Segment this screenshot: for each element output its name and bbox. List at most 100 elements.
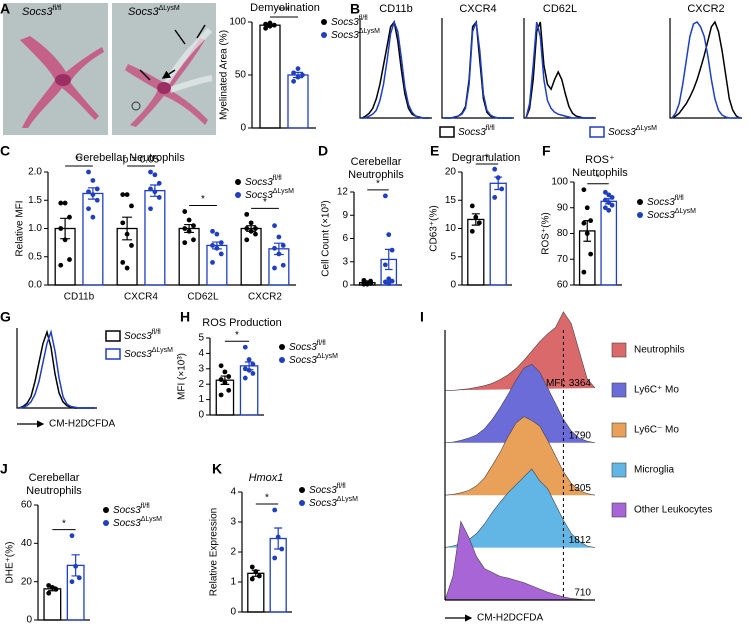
data-point	[86, 169, 91, 175]
data-point	[495, 175, 501, 181]
data-point	[191, 237, 196, 243]
legend-label-name: Socs3	[309, 498, 337, 509]
legend-marker	[299, 500, 305, 506]
data-point	[182, 240, 188, 246]
legend-label-name: Socs3	[289, 342, 317, 353]
data-point	[246, 367, 252, 373]
y-tick-label: 10	[445, 223, 457, 234]
y-tick-label: 0.5	[28, 251, 42, 262]
data-point	[90, 214, 96, 220]
data-point	[250, 371, 256, 376]
panel-letter: J	[0, 461, 8, 477]
legend-marker	[321, 19, 327, 25]
legend-label-name: Socs3	[124, 331, 152, 342]
histogram-curve	[444, 21, 512, 119]
y-tick-label: 2	[230, 547, 236, 558]
y-tick-label: 2.0	[28, 167, 42, 178]
y-tick-label: 70	[557, 254, 569, 265]
y-axis-label: Myelinated Area (%)	[219, 30, 230, 120]
data-point	[606, 207, 612, 213]
legend-marker	[105, 330, 121, 342]
data-point	[226, 374, 232, 379]
y-tick-label: 100	[551, 177, 568, 188]
y-tick-label: 12	[337, 187, 349, 198]
mfi-label: 710	[574, 588, 591, 599]
chart-title: Hmox1	[249, 472, 284, 484]
legend-label: Socs3fl/fl	[245, 175, 282, 188]
mfi-label: MFI: 3364	[546, 378, 591, 389]
legend-label-sup: fl/fl	[141, 503, 150, 510]
legend-label-sup: ΔLysM	[152, 347, 173, 354]
data-point	[244, 226, 250, 231]
data-point	[182, 209, 188, 214]
legend-label: Socs3ΔLysM	[608, 125, 657, 138]
image-label: Socs3fl/fl	[22, 5, 62, 18]
data-point	[242, 375, 248, 381]
histogram-curve	[671, 21, 740, 119]
legend-label: Socs3fl/fl	[309, 483, 346, 496]
y-tick-label: 9	[342, 210, 348, 221]
data-point	[606, 200, 612, 206]
y-tick-label: 90	[557, 202, 569, 213]
data-point	[588, 218, 594, 224]
x-tick-label: CD11b	[64, 292, 95, 303]
legend-label-sup: fl/fl	[152, 329, 161, 336]
data-point	[263, 25, 268, 31]
legend-label-name: Socs3	[289, 355, 317, 366]
data-point	[186, 228, 192, 234]
data-point	[249, 576, 255, 582]
image-label-sup: ΔLysM	[159, 5, 180, 12]
data-point	[272, 22, 277, 28]
data-point	[244, 211, 250, 217]
bar	[467, 218, 485, 286]
data-point	[120, 220, 126, 226]
data-point	[602, 205, 608, 211]
significance-label: *	[596, 172, 600, 183]
legend-label: Other Leukocytes	[634, 505, 712, 516]
data-point	[469, 228, 475, 234]
legend-marker	[439, 126, 455, 138]
data-point	[69, 533, 75, 539]
data-point	[62, 237, 68, 243]
data-point	[499, 186, 505, 192]
y-tick-label: 40	[21, 538, 33, 549]
data-point	[300, 72, 305, 78]
chart-title: Cerebellar	[29, 472, 80, 484]
legend-label: Socs3ΔLysM	[245, 188, 294, 201]
y-tick-label: 100	[229, 17, 246, 28]
histogram-axes	[359, 18, 432, 119]
data-point	[46, 583, 52, 588]
data-point	[272, 507, 278, 513]
legend-marker	[589, 126, 605, 138]
histogram-curve	[18, 329, 95, 409]
data-point	[389, 278, 395, 284]
x-tick-label: CD62L	[187, 292, 219, 303]
data-point	[156, 180, 162, 186]
data-point	[152, 189, 158, 195]
y-tick-label: 20	[21, 576, 33, 587]
data-point	[218, 392, 224, 398]
legend-label: Socs3fl/fl	[458, 125, 495, 138]
data-point	[361, 277, 367, 283]
significance-label: *	[201, 194, 205, 205]
data-point	[124, 231, 130, 237]
micrograph-right	[112, 3, 216, 135]
data-point	[182, 226, 188, 231]
y-tick-label: 0.0	[28, 280, 42, 291]
legend-label-name: Socs3	[647, 210, 675, 221]
legend-label-sup: ΔLysM	[675, 208, 696, 215]
y-tick-label: 60	[557, 280, 569, 291]
legend-label-name: Socs3	[458, 127, 486, 138]
legend-label-name: Socs3	[245, 177, 273, 188]
legend-swatch	[611, 462, 627, 478]
y-tick-label: 15	[445, 195, 457, 206]
x-axis-label: CM-H2DCFDA	[477, 613, 543, 624]
data-point	[581, 220, 587, 226]
legend-marker	[321, 32, 327, 38]
bar	[178, 227, 200, 286]
histogram-curve	[18, 329, 95, 409]
image-label: Socs3ΔLysM	[128, 5, 180, 18]
data-point	[256, 573, 262, 579]
histogram-curve	[525, 21, 594, 119]
